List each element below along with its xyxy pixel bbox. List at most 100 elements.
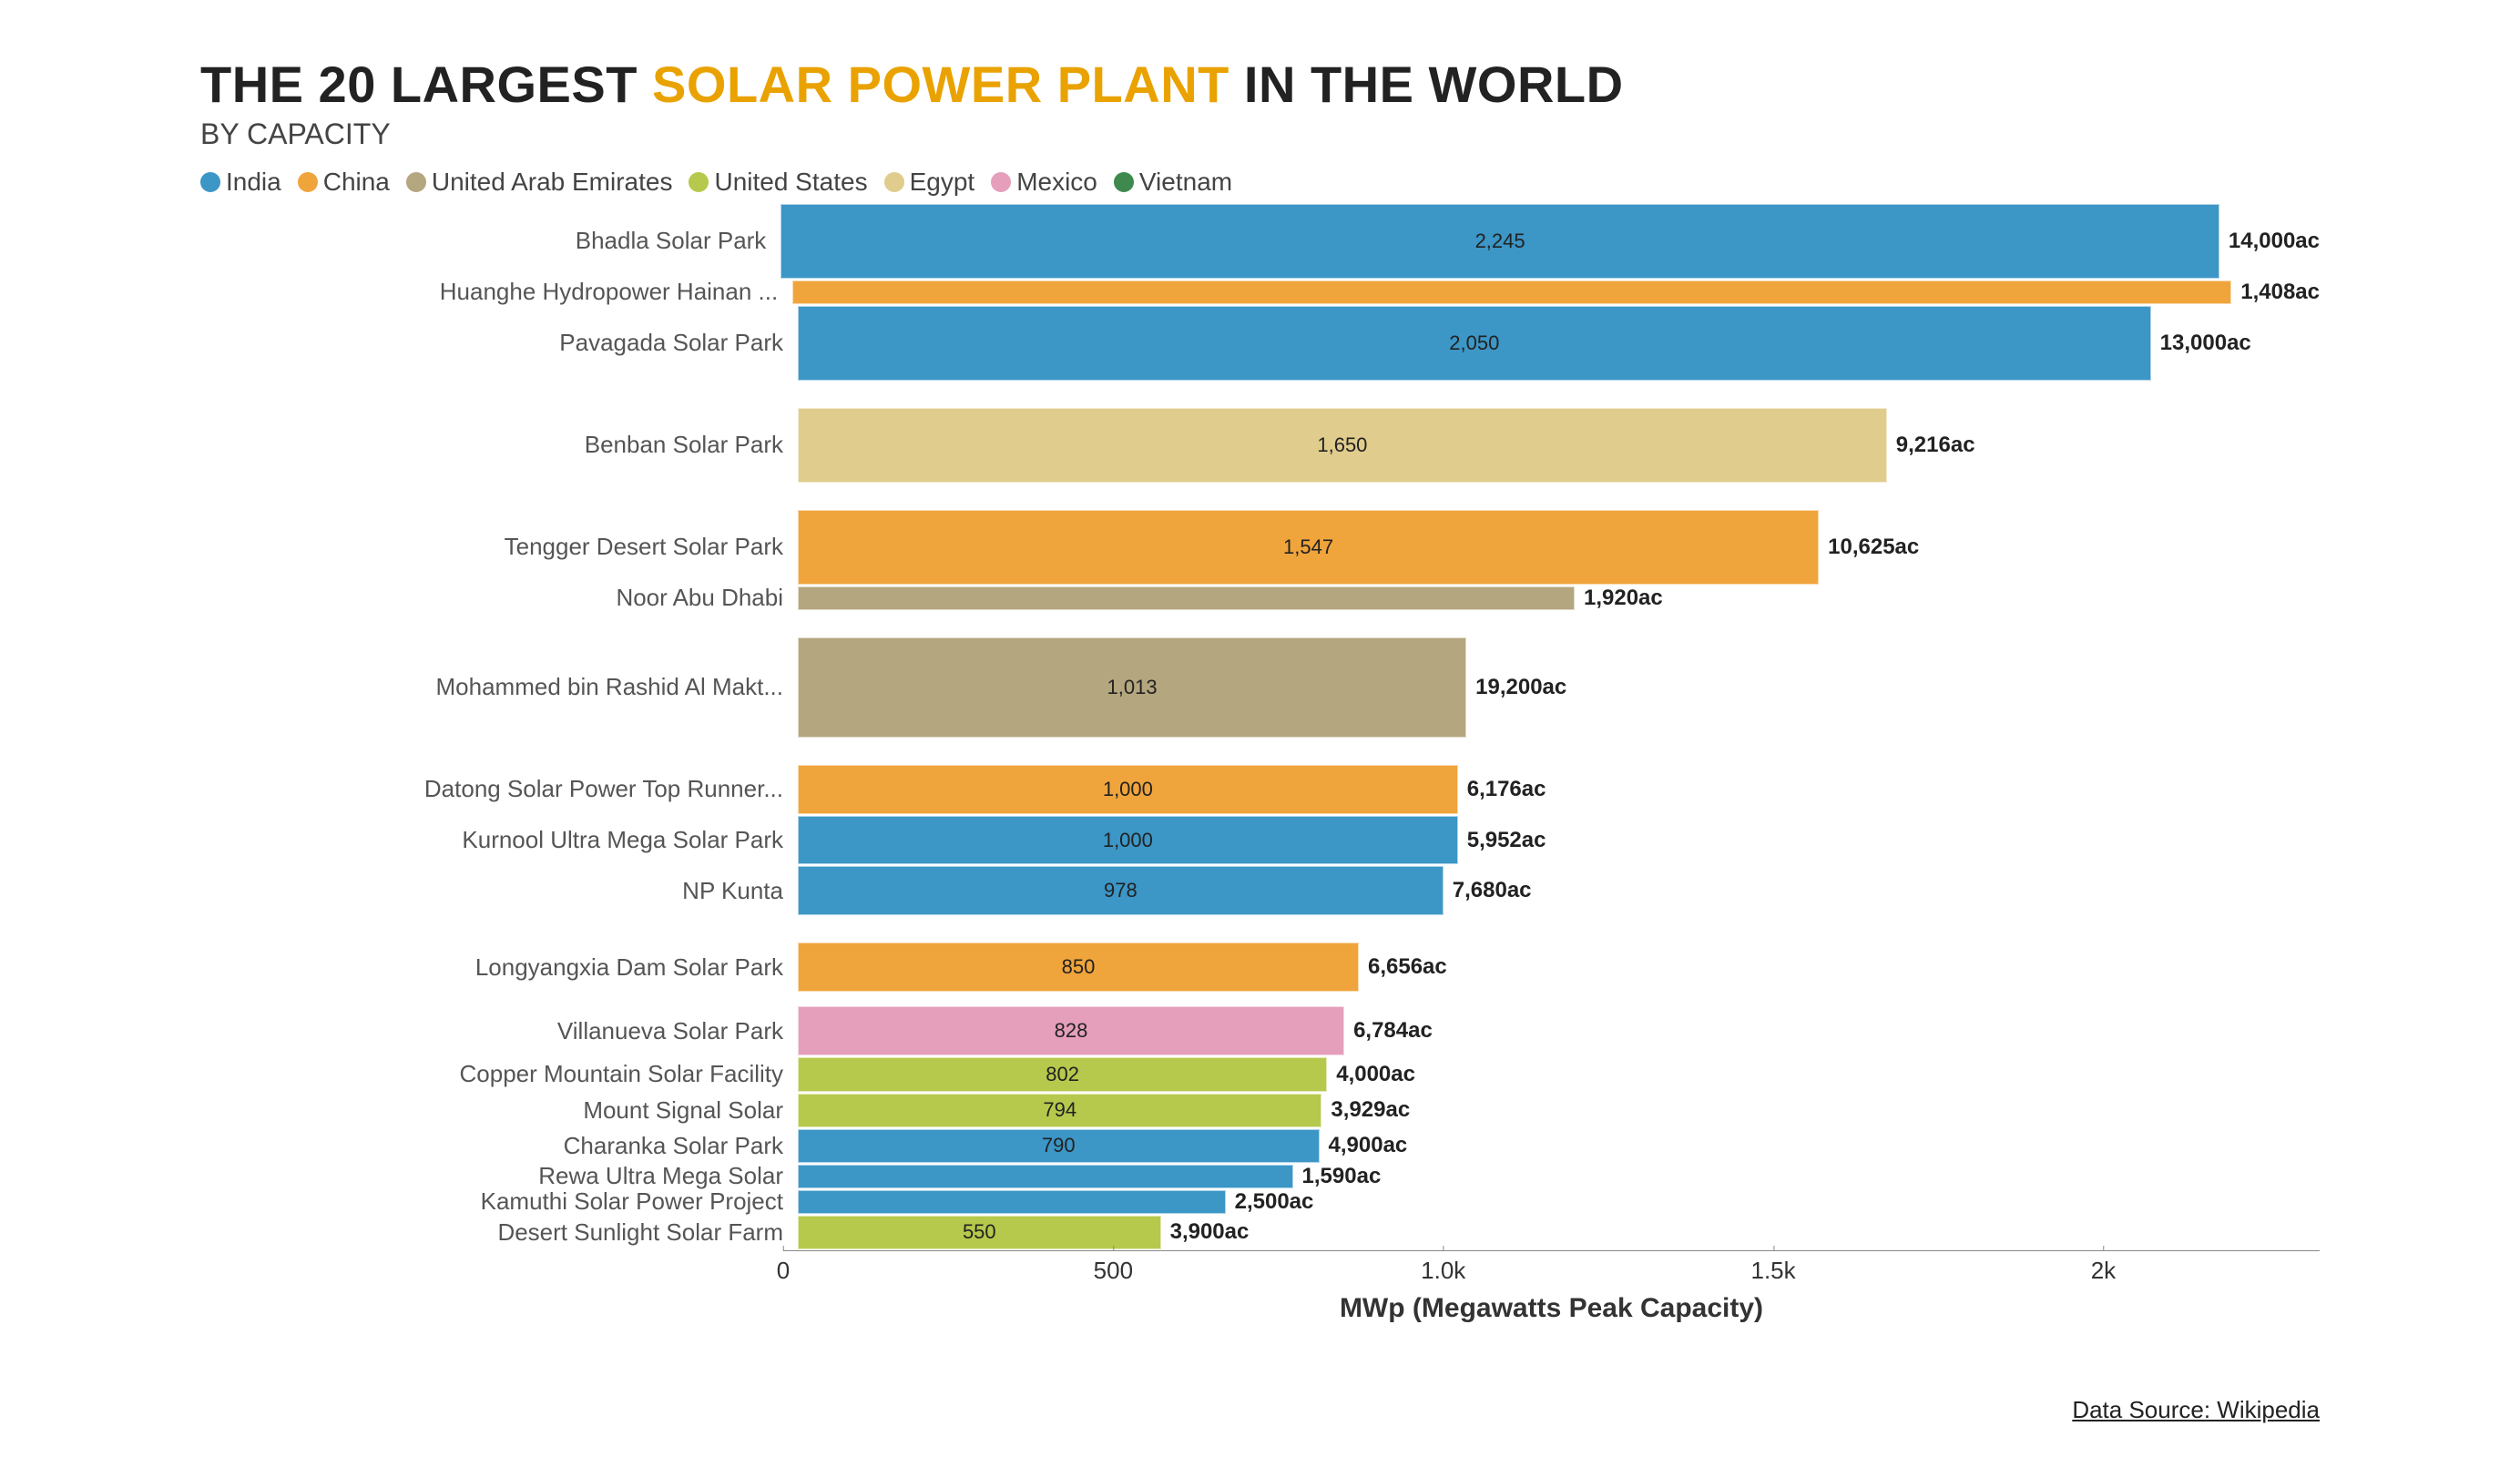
bar-row: Noor Abu Dhabi 1,920ac — [200, 586, 2320, 610]
bar[interactable]: 1,547 — [798, 510, 1819, 585]
bar-value-label: 1,650 — [1317, 433, 1367, 457]
legend-item[interactable]: China — [298, 168, 390, 197]
legend-swatch — [884, 172, 904, 192]
x-axis-tick: 1.5k — [1751, 1251, 1796, 1285]
bar-value-label: 850 — [1062, 955, 1096, 979]
page-container: THE 20 LARGEST SOLAR POWER PLANT IN THE … — [0, 0, 2520, 1457]
legend-swatch — [200, 172, 220, 192]
bar-row: Charanka Solar Park 790 4,900ac — [200, 1129, 2320, 1163]
bar-row: NP Kunta978 7,680ac — [200, 866, 2320, 915]
bar-end-label: 5,952ac — [1467, 828, 1546, 853]
bar[interactable]: 550 — [798, 1216, 1161, 1249]
bar-y-label: Mount Signal Solar — [200, 1096, 798, 1125]
bar[interactable]: 2,050 — [798, 306, 2151, 381]
bar[interactable] — [798, 586, 1575, 610]
bar-y-label: Noor Abu Dhabi — [200, 584, 798, 612]
bar-end-label: 6,656ac — [1368, 954, 1447, 980]
legend-swatch — [991, 172, 1011, 192]
legend-label: Egypt — [910, 168, 975, 197]
bar-row: Kurnool Ultra Mega Solar Park 1,000 5,952a… — [200, 816, 2320, 865]
bar[interactable]: 802 — [798, 1057, 1327, 1091]
chart-subtitle: BY CAPACITY — [200, 117, 2320, 151]
bar-end-label: 9,216ac — [1896, 433, 1975, 458]
bar-end-label: 6,784ac — [1353, 1018, 1433, 1044]
bar-y-label: Charanka Solar Park — [200, 1132, 798, 1160]
bar-y-label: NP Kunta — [200, 877, 798, 905]
bar[interactable]: 1,000 — [798, 816, 1458, 865]
bar[interactable] — [792, 280, 2231, 304]
bar-value-label: 2,050 — [1449, 331, 1499, 355]
bar-row: Pavagada Solar Park2,05013,000ac — [200, 306, 2320, 381]
bar-y-label: Kamuthi Solar Power Project — [200, 1187, 798, 1216]
bar[interactable]: 978 — [798, 866, 1444, 915]
bar-end-label: 1,590ac — [1302, 1164, 1382, 1189]
bar-y-label: Datong Solar Power Top Runner... — [200, 775, 798, 803]
x-axis-label: MWp (Megawatts Peak Capacity) — [783, 1293, 2320, 1324]
bar-y-label: Mohammed bin Rashid Al Makt... — [200, 673, 798, 701]
bar-row: Copper Mountain Solar Facility8024,000ac — [200, 1057, 2320, 1091]
bar-y-label: Bhadla Solar Park — [200, 227, 780, 255]
bar[interactable]: 1,013 — [798, 637, 1466, 738]
bar-y-label: Villanueva Solar Park — [200, 1017, 798, 1045]
legend-swatch — [689, 172, 709, 192]
legend-label: United States — [714, 168, 867, 197]
legend-item[interactable]: United Arab Emirates — [406, 168, 673, 197]
x-axis: 05001.0k1.5k2k — [783, 1250, 2320, 1288]
bar-value-label: 2,245 — [1475, 229, 1525, 253]
bar[interactable]: 1,650 — [798, 408, 1887, 483]
bar-y-label: Tengger Desert Solar Park — [200, 533, 798, 561]
bar[interactable] — [798, 1190, 1226, 1214]
bar-y-label: Longyangxia Dam Solar Park — [200, 953, 798, 982]
x-axis-tick: 0 — [777, 1251, 790, 1285]
bar-value-label: 1,013 — [1107, 676, 1158, 699]
title-prefix: THE 20 LARGEST — [200, 56, 652, 113]
bar-end-label: 4,900ac — [1329, 1133, 1408, 1158]
x-axis-tick: 2k — [2091, 1251, 2116, 1285]
bar-row: Bhadla Solar Park2,24514,000ac — [200, 204, 2320, 279]
x-axis-tick: 500 — [1094, 1251, 1133, 1285]
data-source-link[interactable]: Data Source: Wikipedia — [2072, 1396, 2320, 1424]
legend-label: Mexico — [1016, 168, 1097, 197]
bar[interactable]: 2,245 — [780, 204, 2219, 279]
legend-label: China — [323, 168, 390, 197]
bar-value-label: 1,547 — [1283, 535, 1333, 559]
bar-end-label: 7,680ac — [1453, 878, 1532, 903]
bar-end-label: 10,625ac — [1828, 535, 1919, 560]
bar-end-label: 3,900ac — [1170, 1219, 1250, 1245]
bar-y-label: Kurnool Ultra Mega Solar Park — [200, 826, 798, 854]
legend-item[interactable]: Mexico — [991, 168, 1097, 197]
x-axis-tick: 1.0k — [1421, 1251, 1465, 1285]
bar[interactable]: 1,000 — [798, 765, 1458, 814]
bar-value-label: 790 — [1042, 1134, 1076, 1157]
bar-end-label: 4,000ac — [1336, 1062, 1415, 1087]
legend-swatch — [298, 172, 318, 192]
bar-row: Villanueva Solar Park 828 6,784ac — [200, 1006, 2320, 1055]
legend-item[interactable]: Egypt — [884, 168, 975, 197]
bar-y-label: Desert Sunlight Solar Farm — [200, 1218, 798, 1247]
bar-value-label: 828 — [1055, 1019, 1088, 1043]
legend-item[interactable]: Vietnam — [1114, 168, 1232, 197]
bar-y-label: Rewa Ultra Mega Solar — [200, 1162, 798, 1190]
legend-item[interactable]: United States — [689, 168, 867, 197]
bar-row: Huanghe Hydropower Hainan ...1,408ac — [200, 280, 2320, 304]
bar-y-label: Pavagada Solar Park — [200, 329, 798, 357]
bar[interactable] — [798, 1165, 1293, 1188]
bar-row: Desert Sunlight Solar Farm550 3,900ac — [200, 1216, 2320, 1249]
title-accent: SOLAR POWER PLANT — [652, 56, 1229, 113]
bar-end-label: 1,920ac — [1584, 586, 1663, 611]
bar-row: Rewa Ultra Mega Solar 1,590ac — [200, 1165, 2320, 1188]
legend-item[interactable]: India — [200, 168, 281, 197]
bar-row: Mount Signal Solar7943,929ac — [200, 1094, 2320, 1127]
bar[interactable]: 828 — [798, 1006, 1344, 1055]
bar-end-label: 19,200ac — [1475, 675, 1566, 700]
legend-label: United Arab Emirates — [432, 168, 673, 197]
bar[interactable]: 850 — [798, 942, 1359, 992]
bar[interactable]: 790 — [798, 1129, 1320, 1163]
bar-end-label: 6,176ac — [1467, 777, 1546, 802]
bar-row: Mohammed bin Rashid Al Makt... 1,013 19,20… — [200, 637, 2320, 738]
bar-row: Longyangxia Dam Solar Park 850 6,656ac — [200, 942, 2320, 992]
bar-value-label: 1,000 — [1103, 829, 1153, 852]
bar[interactable]: 794 — [798, 1094, 1321, 1127]
legend-swatch — [406, 172, 426, 192]
bar-end-label: 1,408ac — [2240, 280, 2320, 305]
